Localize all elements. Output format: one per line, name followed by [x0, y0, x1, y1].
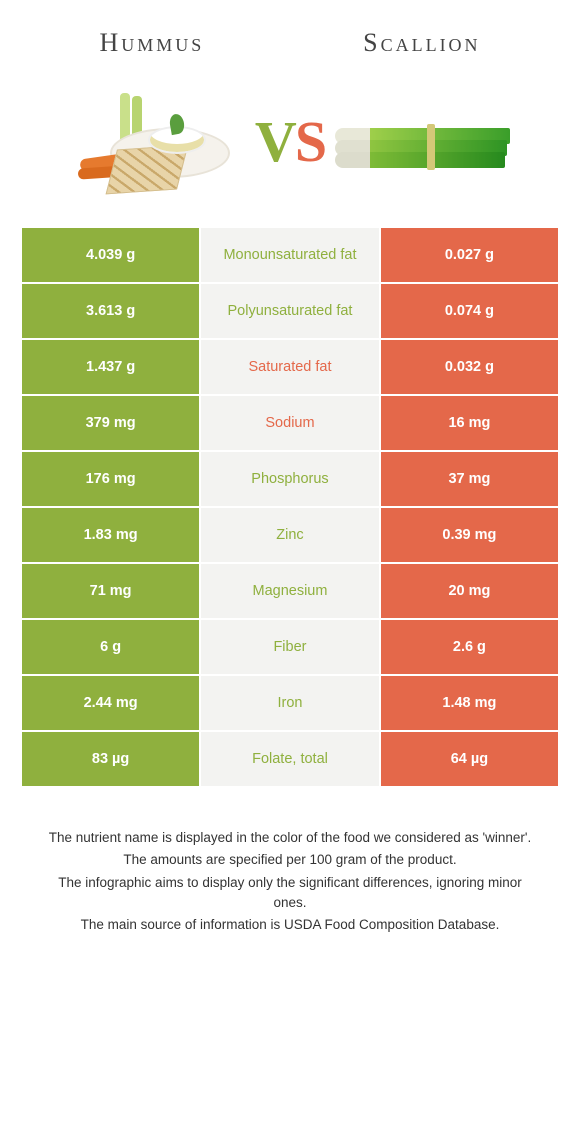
- scallion-image: [335, 86, 510, 196]
- table-row: 379 mgSodium16 mg: [21, 395, 559, 451]
- table-row: 176 mgPhosphorus37 mg: [21, 451, 559, 507]
- vs-row: VS: [0, 68, 580, 226]
- hummus-image: [70, 86, 245, 196]
- nutrient-table: 4.039 gMonounsaturated fat0.027 g3.613 g…: [20, 226, 560, 788]
- value-right: 16 mg: [380, 395, 559, 451]
- value-right: 0.074 g: [380, 283, 559, 339]
- value-right: 2.6 g: [380, 619, 559, 675]
- footnote: The infographic aims to display only the…: [40, 873, 540, 914]
- value-left: 176 mg: [21, 451, 200, 507]
- value-right: 37 mg: [380, 451, 559, 507]
- table-row: 4.039 gMonounsaturated fat0.027 g: [21, 227, 559, 283]
- value-right: 20 mg: [380, 563, 559, 619]
- value-right: 0.032 g: [380, 339, 559, 395]
- table-row: 71 mgMagnesium20 mg: [21, 563, 559, 619]
- nutrient-label: Fiber: [200, 619, 380, 675]
- vs-v: V: [255, 109, 295, 174]
- table-row: 1.437 gSaturated fat0.032 g: [21, 339, 559, 395]
- nutrient-label: Magnesium: [200, 563, 380, 619]
- table-row: 2.44 mgIron1.48 mg: [21, 675, 559, 731]
- value-left: 3.613 g: [21, 283, 200, 339]
- vs-badge: VS: [255, 108, 325, 175]
- value-left: 1.437 g: [21, 339, 200, 395]
- table-row: 1.83 mgZinc0.39 mg: [21, 507, 559, 563]
- nutrient-label: Saturated fat: [200, 339, 380, 395]
- nutrient-label: Folate, total: [200, 731, 380, 787]
- value-right: 64 µg: [380, 731, 559, 787]
- value-left: 6 g: [21, 619, 200, 675]
- table-row: 6 gFiber2.6 g: [21, 619, 559, 675]
- header: Hummus Scallion: [0, 0, 580, 68]
- nutrient-label: Monounsaturated fat: [200, 227, 380, 283]
- nutrient-label: Polyunsaturated fat: [200, 283, 380, 339]
- value-left: 83 µg: [21, 731, 200, 787]
- title-right: Scallion: [363, 28, 480, 58]
- nutrient-label: Iron: [200, 675, 380, 731]
- footnotes: The nutrient name is displayed in the co…: [40, 828, 540, 935]
- value-right: 0.027 g: [380, 227, 559, 283]
- value-left: 379 mg: [21, 395, 200, 451]
- nutrient-label: Phosphorus: [200, 451, 380, 507]
- value-right: 1.48 mg: [380, 675, 559, 731]
- footnote: The nutrient name is displayed in the co…: [40, 828, 540, 848]
- value-left: 4.039 g: [21, 227, 200, 283]
- value-right: 0.39 mg: [380, 507, 559, 563]
- value-left: 2.44 mg: [21, 675, 200, 731]
- table-row: 3.613 gPolyunsaturated fat0.074 g: [21, 283, 559, 339]
- nutrient-label: Zinc: [200, 507, 380, 563]
- nutrient-label: Sodium: [200, 395, 380, 451]
- footnote: The amounts are specified per 100 gram o…: [40, 850, 540, 870]
- footnote: The main source of information is USDA F…: [40, 915, 540, 935]
- value-left: 1.83 mg: [21, 507, 200, 563]
- title-left: Hummus: [99, 28, 204, 58]
- value-left: 71 mg: [21, 563, 200, 619]
- vs-s: S: [295, 109, 325, 174]
- table-row: 83 µgFolate, total64 µg: [21, 731, 559, 787]
